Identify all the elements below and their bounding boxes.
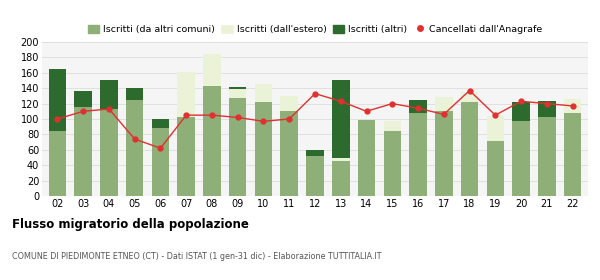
Bar: [461, 92, 478, 102]
Bar: [49, 69, 66, 130]
Bar: [126, 88, 143, 100]
Text: COMUNE DI PIEDIMONTE ETNEO (CT) - Dati ISTAT (1 gen-31 dic) - Elaborazione TUTTI: COMUNE DI PIEDIMONTE ETNEO (CT) - Dati I…: [12, 252, 382, 261]
Bar: [280, 96, 298, 111]
Bar: [152, 119, 169, 128]
Bar: [538, 117, 556, 196]
Legend: Iscritti (da altri comuni), Iscritti (dall'estero), Iscritti (altri), Cancellati: Iscritti (da altri comuni), Iscritti (da…: [88, 25, 542, 34]
Bar: [178, 72, 195, 117]
Bar: [409, 113, 427, 196]
Bar: [203, 53, 221, 86]
Bar: [332, 161, 350, 196]
Bar: [49, 130, 66, 196]
Bar: [306, 150, 324, 156]
Bar: [383, 130, 401, 196]
Bar: [74, 90, 92, 108]
Bar: [229, 87, 247, 89]
Text: Flusso migratorio della popolazione: Flusso migratorio della popolazione: [12, 218, 249, 231]
Bar: [229, 98, 247, 196]
Bar: [100, 109, 118, 196]
Bar: [461, 102, 478, 196]
Bar: [306, 156, 324, 196]
Bar: [255, 84, 272, 102]
Bar: [358, 120, 375, 196]
Bar: [280, 111, 298, 196]
Bar: [203, 86, 221, 196]
Bar: [332, 157, 350, 161]
Bar: [512, 121, 530, 196]
Bar: [435, 97, 452, 111]
Bar: [178, 117, 195, 196]
Bar: [332, 81, 350, 157]
Bar: [255, 102, 272, 196]
Bar: [229, 89, 247, 98]
Bar: [383, 121, 401, 130]
Bar: [435, 111, 452, 196]
Bar: [74, 108, 92, 196]
Bar: [487, 116, 504, 141]
Bar: [487, 141, 504, 196]
Bar: [564, 99, 581, 113]
Bar: [126, 100, 143, 196]
Bar: [564, 113, 581, 196]
Bar: [409, 100, 427, 113]
Bar: [538, 101, 556, 117]
Bar: [152, 128, 169, 196]
Bar: [100, 80, 118, 109]
Bar: [512, 102, 530, 121]
